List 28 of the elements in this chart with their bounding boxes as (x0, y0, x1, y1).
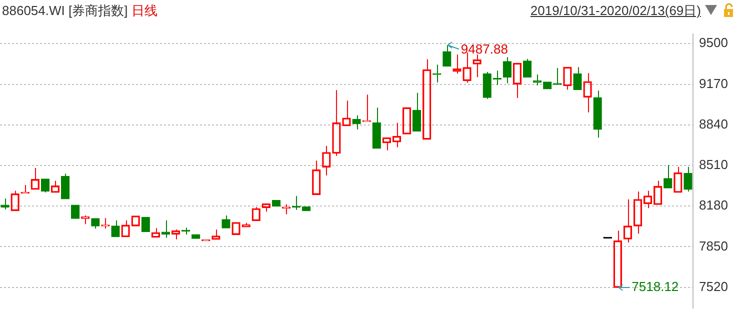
text: 2019/10/31-2020/02/13(69日) (530, 2, 701, 20)
annotation: 7518.12 (632, 279, 679, 294)
candlestick (60, 173, 70, 200)
y-tick-label: 8840 (699, 116, 728, 132)
candlestick (573, 66, 582, 90)
chart-title: 886054.WI [券商指数] (2, 3, 128, 18)
candlestick (372, 107, 381, 149)
candlestick (352, 114, 361, 130)
candlestick (192, 234, 200, 239)
y-tick-label: 9500 (699, 35, 728, 50)
y-tick-label: 9170 (699, 76, 728, 91)
y-tick-label: 8510 (699, 157, 728, 172)
candlestick (412, 92, 422, 132)
candlestick (664, 164, 672, 188)
candlestick (161, 220, 170, 238)
y-tick-label: 7520 (699, 278, 728, 294)
y-tick-label: 7850 (699, 238, 728, 254)
candlestick (532, 74, 542, 86)
candlestick (282, 204, 291, 215)
candlestick (502, 56, 512, 84)
annotation: 9487.88 (460, 42, 508, 57)
candlestick (442, 44, 452, 67)
candlestick (593, 90, 602, 138)
y-tick-label: 8180 (699, 198, 728, 213)
candlestick (553, 68, 562, 85)
candlestick (141, 216, 150, 232)
candlestick (432, 64, 442, 83)
chart-subtitle: 日线 (132, 3, 158, 18)
